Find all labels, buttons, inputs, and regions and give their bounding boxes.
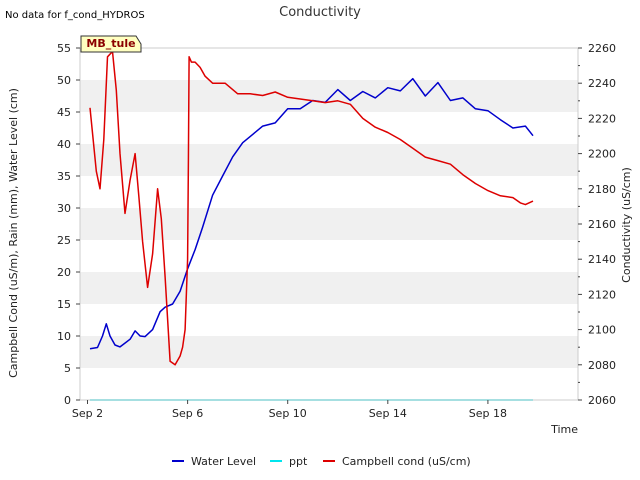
y-tick-label-right: 2260 bbox=[588, 42, 616, 55]
series-line-campbell-cond-us-cm bbox=[89, 50, 534, 366]
y-tick-label-left: 20 bbox=[57, 266, 71, 279]
y-tick-label-left: 25 bbox=[57, 234, 71, 247]
y-tick-label-left: 10 bbox=[57, 330, 71, 343]
legend-label-campbell-cond-us-cm: Campbell cond (uS/cm) bbox=[342, 455, 471, 468]
x-tick-label: Sep 18 bbox=[469, 407, 507, 420]
grid-band bbox=[80, 272, 578, 304]
y-tick-label-left: 40 bbox=[57, 138, 71, 151]
site-tag-label: MB_tule bbox=[86, 37, 135, 50]
grid-band bbox=[80, 336, 578, 368]
y-tick-label-right: 2140 bbox=[588, 253, 616, 266]
y-tick-label-left: 15 bbox=[57, 298, 71, 311]
x-tick-label: Sep 2 bbox=[72, 407, 103, 420]
y-tick-label-left: 50 bbox=[57, 74, 71, 87]
grid-band bbox=[80, 80, 578, 112]
y-axis-label-right: Conductivity (uS/cm) bbox=[620, 167, 633, 283]
legend-label-water-level: Water Level bbox=[191, 455, 256, 468]
legend-label-ppt: ppt bbox=[289, 455, 308, 468]
y-tick-label-right: 2100 bbox=[588, 324, 616, 337]
x-axis-label: Time bbox=[550, 423, 578, 436]
grid-band bbox=[80, 144, 578, 176]
series-line-water-level bbox=[89, 77, 534, 350]
y-tick-label-right: 2080 bbox=[588, 359, 616, 372]
y-tick-label-right: 2220 bbox=[588, 112, 616, 125]
y-tick-label-right: 2060 bbox=[588, 394, 616, 407]
background-bands bbox=[80, 80, 578, 368]
y-tick-label-right: 2240 bbox=[588, 77, 616, 90]
y-tick-label-right: 2120 bbox=[588, 288, 616, 301]
y-tick-label-left: 30 bbox=[57, 202, 71, 215]
x-tick-label: Sep 14 bbox=[369, 407, 407, 420]
axes: 0 5 10 15 20 25 30 35 40 45 50 55 2060 2080 2100 2120 21… bbox=[57, 42, 616, 420]
y-tick-label-right: 2160 bbox=[588, 218, 616, 231]
y-tick-label-right: 2200 bbox=[588, 148, 616, 161]
x-tick-label: Sep 10 bbox=[269, 407, 307, 420]
y-tick-label-left: 0 bbox=[64, 394, 71, 407]
y-tick-label-left: 5 bbox=[64, 362, 71, 375]
y-tick-label-left: 55 bbox=[57, 42, 71, 55]
site-tag-box bbox=[80, 35, 142, 53]
legend: Water Level ppt Campbell cond (uS/cm) bbox=[172, 455, 471, 468]
y-tick-label-right: 2180 bbox=[588, 183, 616, 196]
chart-title: Conductivity bbox=[279, 5, 361, 20]
y-tick-label-left: 35 bbox=[57, 170, 71, 183]
x-tick-label: Sep 6 bbox=[172, 407, 203, 420]
y-axis-label-left: Campbell Cond (uS/m), Rain (mm), Water L… bbox=[7, 88, 20, 378]
site-tag: MB_tule bbox=[80, 35, 142, 53]
no-data-note: No data for f_cond_HYDROS bbox=[5, 10, 145, 21]
y-tick-label-left: 45 bbox=[57, 106, 71, 119]
